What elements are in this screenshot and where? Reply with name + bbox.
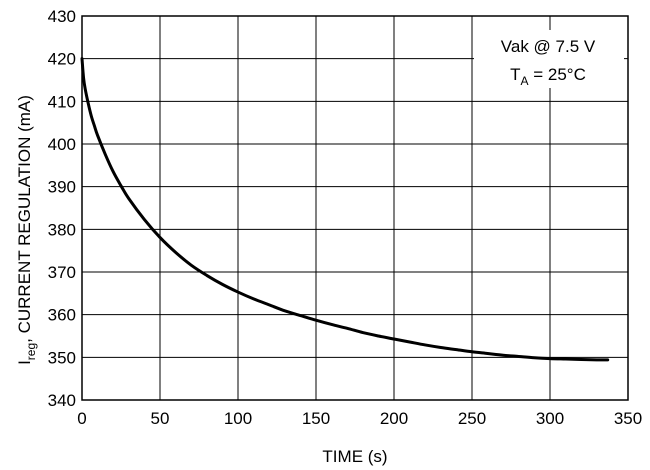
y-tick-label: 430 <box>48 7 76 26</box>
y-tick-label: 360 <box>48 306 76 325</box>
annotation-temp-value: = 25°C <box>529 65 586 84</box>
y-axis-symbol: I <box>15 360 34 365</box>
annotation-box: Vak @ 7.5 V TA = 25°C <box>474 30 624 88</box>
y-axis-subscript: reg <box>24 343 38 360</box>
annotation-temp-subscript: A <box>521 74 529 88</box>
y-tick-label: 400 <box>48 135 76 154</box>
plot-frame <box>81 15 629 401</box>
x-tick-label: 100 <box>224 409 252 428</box>
x-tick-label: 350 <box>614 409 642 428</box>
y-tick-labels: 340 350 360 370 380 390 400 410 420 430 <box>48 7 76 410</box>
x-tick-label: 200 <box>380 409 408 428</box>
y-axis-text: , CURRENT REGULATION (mA) <box>15 95 34 343</box>
annotation-line-1: Vak @ 7.5 V <box>501 37 596 56</box>
x-tick-label: 300 <box>536 409 564 428</box>
y-tick-label: 420 <box>48 50 76 69</box>
x-axis-title: TIME (s) <box>322 447 387 466</box>
series-line <box>80 57 610 362</box>
y-tick-label: 390 <box>48 178 76 197</box>
y-axis-title: Ireg, CURRENT REGULATION (mA) <box>15 95 38 365</box>
x-tick-label: 50 <box>151 409 170 428</box>
y-tick-label: 380 <box>48 220 76 239</box>
y-tick-label: 370 <box>48 263 76 282</box>
y-tick-label: 350 <box>48 348 76 367</box>
x-tick-label: 250 <box>458 409 486 428</box>
annotation-line-2: TA = 25°C <box>510 65 586 88</box>
y-tick-label: 410 <box>48 92 76 111</box>
x-tick-label: 0 <box>77 409 86 428</box>
annotation-background <box>474 30 624 88</box>
x-tick-labels: 0 50 100 150 200 250 300 350 <box>77 409 642 428</box>
y-tick-label: 340 <box>48 391 76 410</box>
annotation-temp-symbol: T <box>510 65 520 84</box>
x-tick-label: 150 <box>302 409 330 428</box>
